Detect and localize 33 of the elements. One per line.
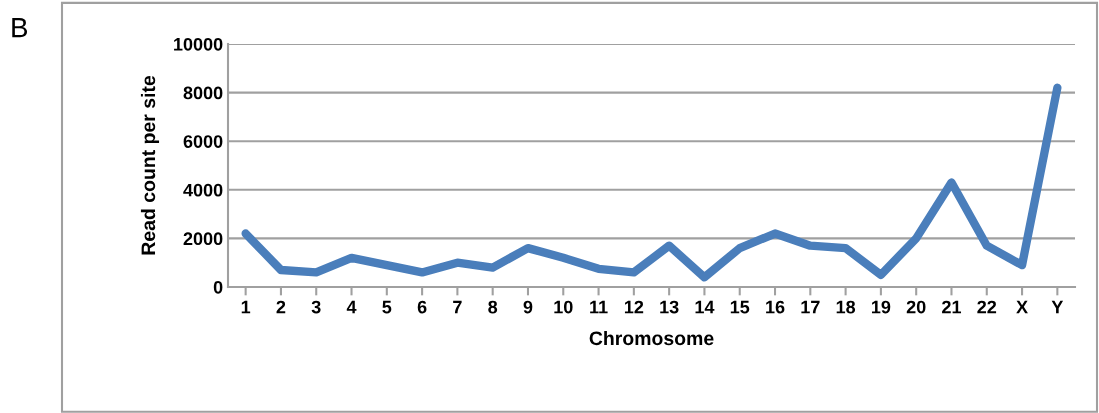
x-tick-label: 14 [695,300,715,314]
x-tick-label: 2 [276,300,286,314]
x-tick-label: 21 [942,300,962,314]
x-tick-label: 17 [801,300,820,314]
x-tick-label: Y [1051,300,1064,314]
y-tick-label: 10000 [174,37,223,51]
x-tick-label: 20 [906,300,926,314]
x-tick-label: 7 [453,300,462,314]
x-tick-label: 13 [660,300,679,314]
y-tick-label: 4000 [183,183,223,197]
x-tick-label: 4 [346,300,357,314]
x-tick-label: X [1016,300,1028,314]
x-tick-label: 6 [417,300,427,314]
x-tick-label: 12 [624,300,644,314]
x-tick-label: 18 [836,300,856,314]
x-tick-label: 22 [977,300,997,314]
x-tick-label: 11 [590,300,608,314]
y-tick-label: 8000 [183,86,223,100]
x-tick-label: 15 [730,300,750,314]
x-tick-label: 8 [488,300,498,314]
x-tick-label: 1 [241,300,251,314]
x-tick-label: 10 [554,300,573,314]
x-tick-label: 16 [766,300,785,314]
y-tick-label: 2000 [183,232,223,246]
y-tick-label: 6000 [183,135,223,148]
y-axis-title: Read count per site [140,75,160,255]
x-tick-label: 19 [871,300,891,314]
x-tick-label: 5 [382,300,392,314]
x-tick-label: 9 [523,300,533,314]
y-tick-label: 0 [213,280,223,294]
x-axis-title: Chromosome [589,330,714,346]
x-tick-label: 3 [311,300,321,314]
text: B [12,18,28,38]
